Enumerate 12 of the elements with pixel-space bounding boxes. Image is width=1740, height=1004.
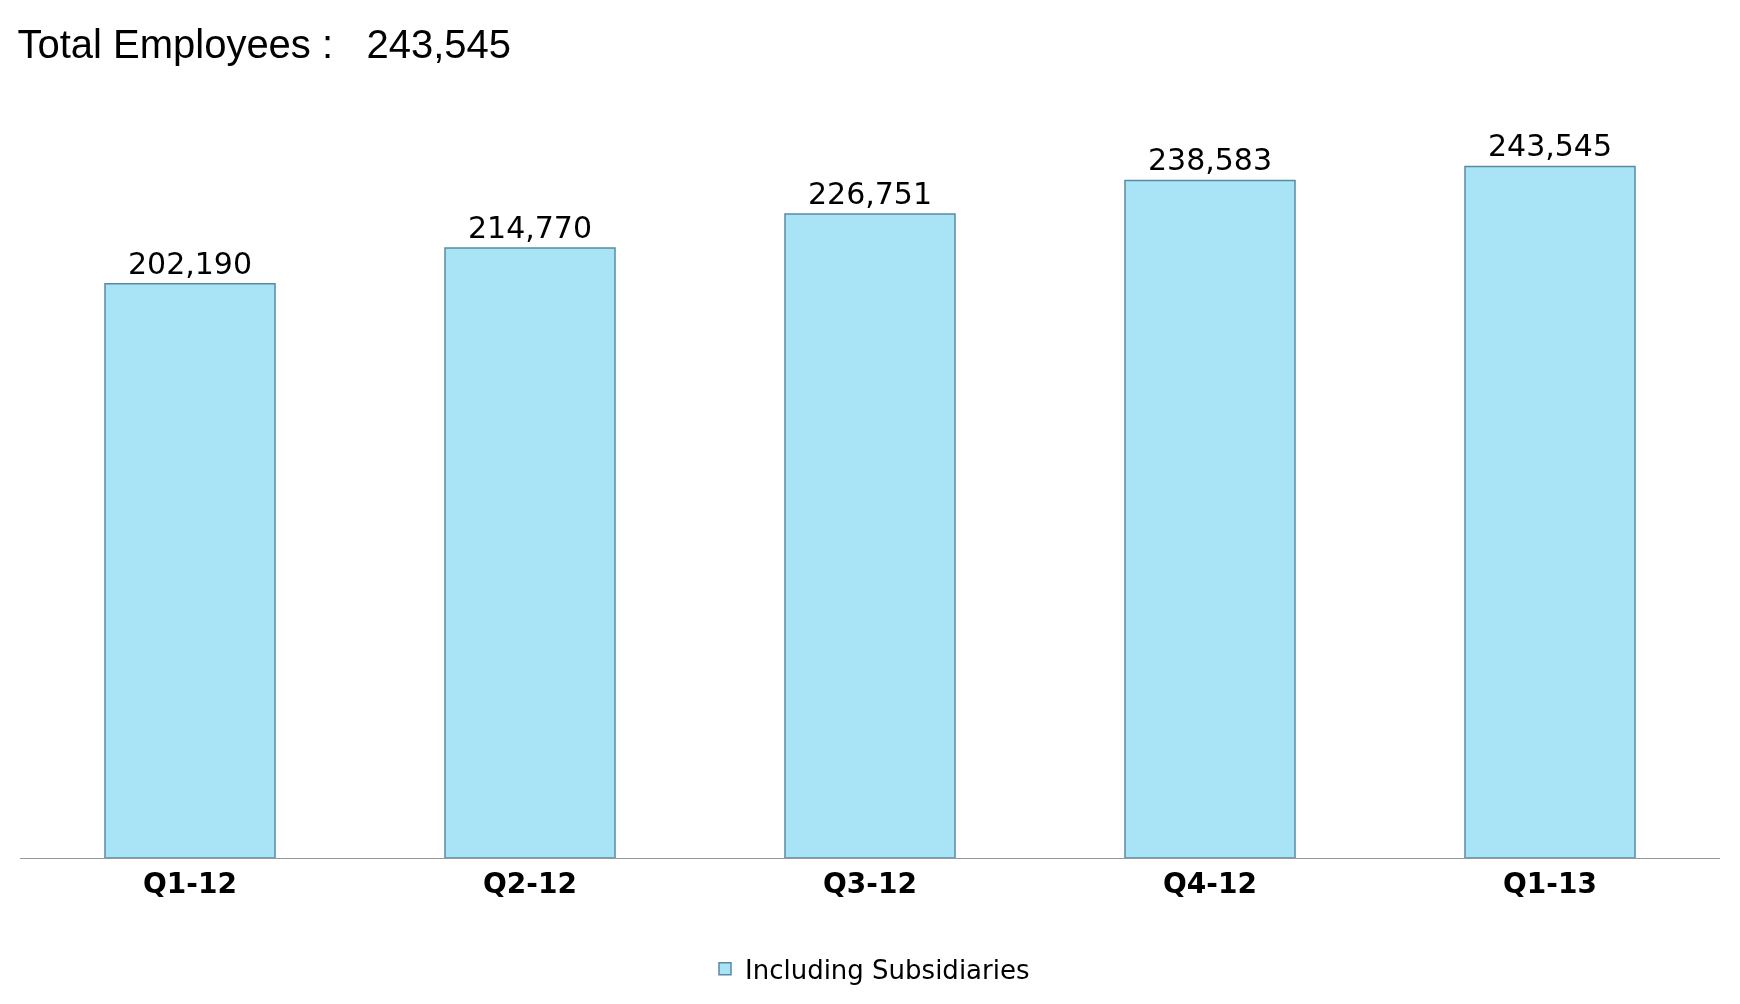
data-label: 202,190: [127, 245, 253, 281]
x-tick-label: Q1-12: [143, 866, 237, 900]
data-label: 238,583: [1147, 142, 1273, 178]
x-tick-label: Q1-13: [1503, 866, 1597, 900]
x-tick-label: Q3-12: [823, 866, 917, 900]
data-label: 226,751: [807, 176, 933, 212]
legend-label: Including Subsidiaries: [745, 954, 1030, 985]
x-tick-label: Q2-12: [483, 866, 577, 900]
data-label: 214,770: [467, 210, 593, 246]
x-tick-label: Q4-12: [1163, 866, 1257, 900]
data-label: 243,545: [1487, 128, 1613, 164]
chart-title: Total Employees : 243,545: [17, 22, 512, 67]
